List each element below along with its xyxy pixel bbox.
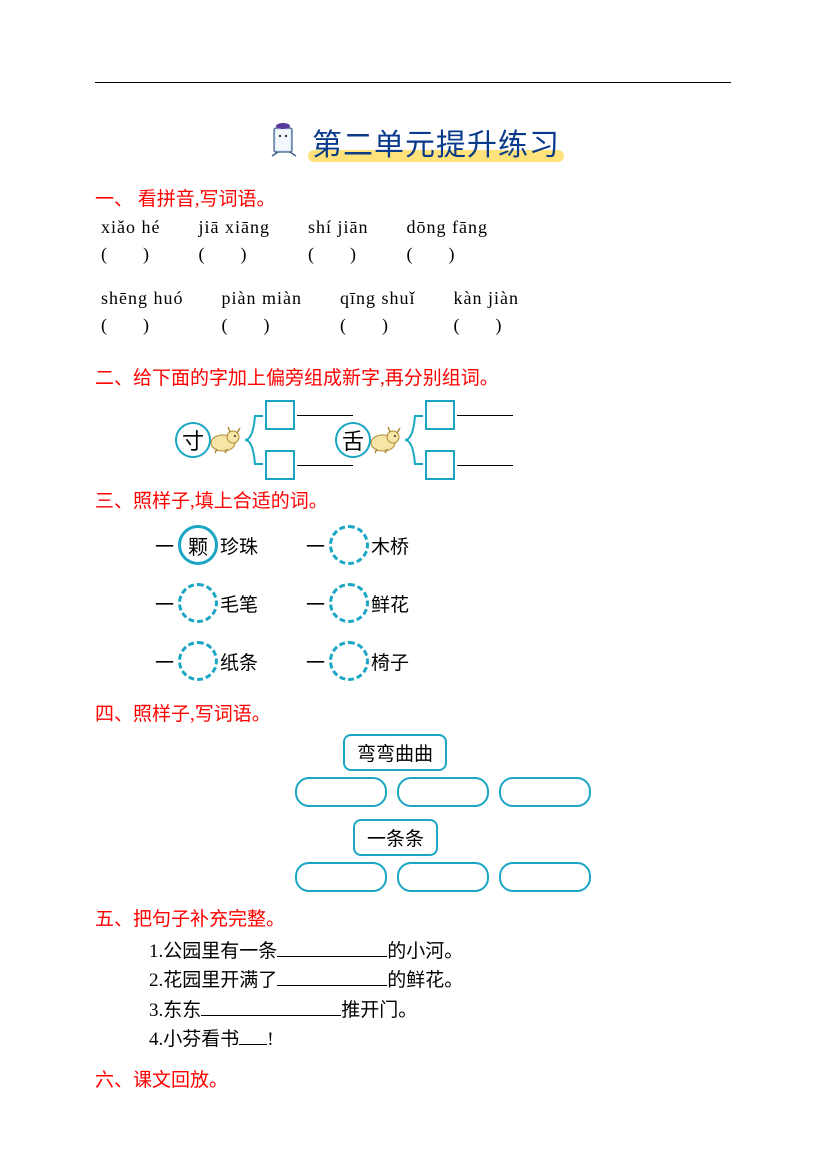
q4-answer-slot[interactable] bbox=[397, 862, 489, 892]
q3-measure-circle[interactable] bbox=[178, 583, 218, 623]
q3-noun: 椅子 bbox=[371, 648, 409, 675]
q3-item: 一 毛笔 bbox=[155, 583, 258, 623]
q3-prefix: 一 bbox=[306, 648, 325, 675]
q1-blank[interactable]: ( ) bbox=[406, 240, 487, 266]
page-title: 第二单元提升练习 bbox=[312, 129, 560, 162]
dog-icon bbox=[365, 421, 405, 460]
q5-blank[interactable] bbox=[277, 967, 387, 986]
q3-item: 一 鲜花 bbox=[306, 583, 409, 623]
q1-pinyin: dōng fāng bbox=[406, 217, 487, 238]
q4-answer-slot[interactable] bbox=[397, 777, 489, 807]
q4-answer-slot[interactable] bbox=[499, 777, 591, 807]
q5-text-post: ! bbox=[267, 1025, 273, 1054]
q1-blank[interactable]: ( ) bbox=[101, 311, 184, 337]
q5-text-post: 推开门。 bbox=[341, 996, 417, 1025]
q1-blank[interactable]: ( ) bbox=[198, 240, 269, 266]
q3-prefix: 一 bbox=[306, 532, 325, 559]
bracket-icon bbox=[405, 404, 423, 476]
dog-icon bbox=[205, 421, 245, 460]
bracket-icon bbox=[245, 404, 263, 476]
q1-pinyin: shí jiān bbox=[308, 217, 369, 238]
q1-row-1: xiǎo hé( ) jiā xiāng( ) shí jiān( ) dōng… bbox=[101, 217, 731, 266]
q4-heading: 四、照样子,写词语。 bbox=[95, 699, 731, 726]
q5-sentence: 1. 公园里有一条 的小河。 bbox=[149, 937, 731, 966]
q3-noun: 珍珠 bbox=[220, 532, 258, 559]
q1-blank[interactable]: ( ) bbox=[454, 311, 519, 337]
q5-text-pre: 公园里有一条 bbox=[163, 937, 277, 966]
q3-noun: 鲜花 bbox=[371, 590, 409, 617]
q1-pinyin: kàn jiàn bbox=[454, 288, 519, 309]
page-title-block: 第二单元提升练习 bbox=[95, 118, 731, 166]
q3-measure-circle[interactable] bbox=[329, 641, 369, 681]
q3-item: 一颗珍珠 bbox=[155, 525, 258, 565]
q5-sentence: 2. 花园里开满了 的鲜花。 bbox=[149, 966, 731, 995]
q2-newchar-box[interactable] bbox=[425, 450, 455, 480]
q5-blank[interactable] bbox=[201, 997, 341, 1016]
q5-blank[interactable] bbox=[277, 938, 387, 957]
q3-item: 一 纸条 bbox=[155, 641, 258, 681]
q3-prefix: 一 bbox=[155, 590, 174, 617]
q2-newchar-box[interactable] bbox=[265, 450, 295, 480]
q5-text-post: 的小河。 bbox=[387, 937, 463, 966]
q1-pinyin: xiǎo hé bbox=[101, 217, 160, 238]
q3-prefix: 一 bbox=[155, 532, 174, 559]
q5-number: 4. bbox=[149, 1025, 163, 1054]
q1-blank[interactable]: ( ) bbox=[340, 311, 416, 337]
q3-measure-circle: 颗 bbox=[178, 525, 218, 565]
q3-noun: 木桥 bbox=[371, 532, 409, 559]
q5-text-pre: 花园里开满了 bbox=[163, 966, 277, 995]
q5-blank[interactable] bbox=[239, 1026, 267, 1045]
q3-heading: 三、照样子,填上合适的词。 bbox=[95, 486, 731, 513]
q1-pinyin: qīng shuǐ bbox=[340, 288, 416, 309]
q5-text-pre: 小芬看书 bbox=[163, 1025, 239, 1054]
q2-heading: 二、给下面的字加上偏旁组成新字,再分别组词。 bbox=[95, 363, 731, 390]
q3-measure-circle[interactable] bbox=[329, 525, 369, 565]
q5-sentence: 3. 东东 推开门。 bbox=[149, 996, 731, 1025]
q1-blank[interactable]: ( ) bbox=[222, 311, 302, 337]
top-rule bbox=[95, 82, 731, 83]
q5-sentence: 4. 小芬看书 ! bbox=[149, 1025, 731, 1054]
q4-example: 弯弯曲曲 bbox=[343, 734, 447, 771]
q3-noun: 纸条 bbox=[220, 648, 258, 675]
q5-list: 1. 公园里有一条的小河。2. 花园里开满了的鲜花。3. 东东推开门。4. 小芬… bbox=[149, 937, 731, 1055]
q1-pinyin: jiā xiāng bbox=[198, 217, 269, 238]
q5-number: 2. bbox=[149, 966, 163, 995]
q2-word-blank[interactable] bbox=[457, 415, 513, 416]
q5-heading: 五、把句子补充完整。 bbox=[95, 904, 731, 931]
q2-base-char: 寸 bbox=[175, 422, 211, 458]
q1-heading: 一、 看拼音,写词语。 bbox=[95, 184, 731, 211]
q3-item: 一 木桥 bbox=[306, 525, 409, 565]
q1-blank[interactable]: ( ) bbox=[101, 240, 160, 266]
book-mascot-icon bbox=[266, 118, 302, 165]
q5-number: 3. bbox=[149, 996, 163, 1025]
q5-text-post: 的鲜花。 bbox=[387, 966, 463, 995]
q3-prefix: 一 bbox=[155, 648, 174, 675]
q2-newchar-box[interactable] bbox=[265, 400, 295, 430]
q1-blank[interactable]: ( ) bbox=[308, 240, 369, 266]
q2-group: 寸 bbox=[175, 404, 265, 476]
q4-block: 弯弯曲曲 一条条 bbox=[295, 734, 731, 892]
q4-example: 一条条 bbox=[353, 819, 438, 856]
q3-item: 一 椅子 bbox=[306, 641, 409, 681]
q2-newchar-box[interactable] bbox=[425, 400, 455, 430]
q3-prefix: 一 bbox=[306, 590, 325, 617]
q5-text-pre: 东东 bbox=[163, 996, 201, 1025]
q4-answer-slot[interactable] bbox=[295, 777, 387, 807]
q3-measure-circle[interactable] bbox=[329, 583, 369, 623]
q1-pinyin: shēng huó bbox=[101, 288, 184, 309]
q5-number: 1. bbox=[149, 937, 163, 966]
q3-measure-circle[interactable] bbox=[178, 641, 218, 681]
q2-word-blank[interactable] bbox=[457, 465, 513, 466]
q4-answer-slot[interactable] bbox=[499, 862, 591, 892]
q2-base-char: 舌 bbox=[335, 422, 371, 458]
q4-answer-slot[interactable] bbox=[295, 862, 387, 892]
q6-heading: 六、课文回放。 bbox=[95, 1065, 731, 1092]
q1-pinyin: piàn miàn bbox=[222, 288, 302, 309]
q2-diagram: 寸 舌 bbox=[175, 404, 731, 476]
q3-noun: 毛笔 bbox=[220, 590, 258, 617]
q1-row-2: shēng huó( ) piàn miàn( ) qīng shuǐ( ) k… bbox=[101, 288, 731, 337]
q2-group: 舌 bbox=[335, 404, 425, 476]
q3-grid: 一颗珍珠一木桥一毛笔一鲜花一纸条一椅子 bbox=[155, 525, 731, 681]
